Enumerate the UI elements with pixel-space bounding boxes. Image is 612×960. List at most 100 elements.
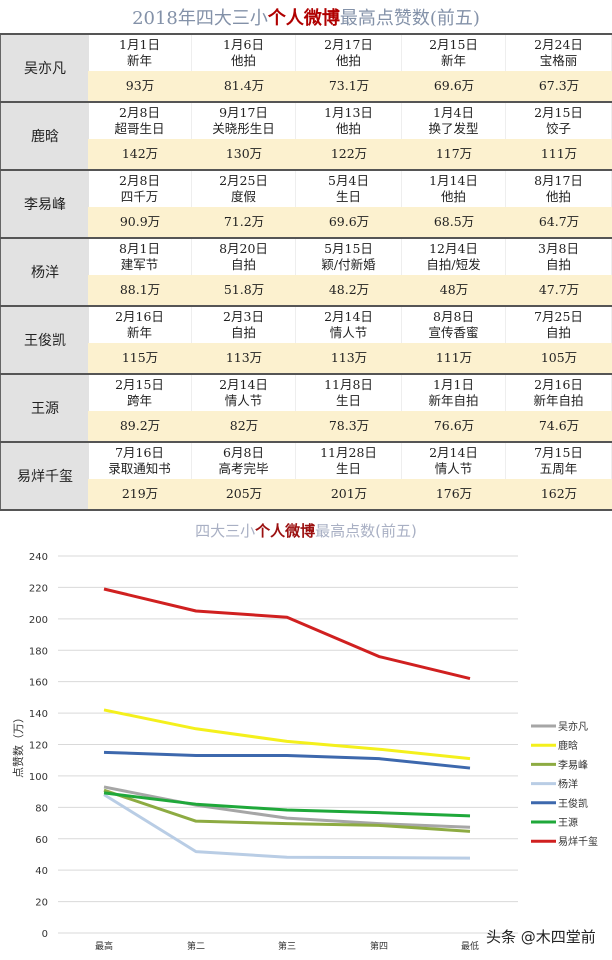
x-tick-label: 第四 bbox=[370, 940, 388, 952]
post-date: 1月13日 bbox=[324, 105, 373, 120]
title-pre: 2018年四大三小 bbox=[132, 8, 268, 29]
post-cell: 7月15日 五周年 162万 bbox=[506, 443, 612, 509]
post-event: 新年自拍 bbox=[428, 393, 479, 408]
post-event: 自拍/短发 bbox=[426, 257, 481, 272]
post-event: 换了发型 bbox=[428, 121, 479, 136]
post-cell: 6月8日 高考完毕 205万 bbox=[192, 443, 296, 509]
legend-label: 王源 bbox=[558, 816, 578, 829]
post-likes: 219万 bbox=[88, 479, 192, 509]
post-cell: 12月4日 自拍/短发 48万 bbox=[402, 239, 506, 305]
chart-title: 四大三小个人微博最高点数(前五) bbox=[0, 520, 612, 541]
star-name: 吴亦凡 bbox=[0, 35, 89, 101]
line-chart: 0 20 40 60 80 100 120 140 160 180 200 220 240 最高 第二 第三 第… bbox=[12, 552, 598, 952]
post-date: 11月28日 bbox=[320, 445, 377, 460]
post-date: 2月14日 bbox=[324, 309, 373, 324]
table-row: 吴亦凡 1月1日 新年 93万 1月6日 他拍 81.4万 2月17日 他拍 73.1… bbox=[0, 35, 612, 103]
post-event: 他拍 bbox=[335, 121, 361, 136]
post-cell: 1月1日 新年自拍 76.6万 bbox=[402, 375, 506, 441]
post-cell: 8月8日 宣传香蜜 111万 bbox=[402, 307, 506, 373]
y-tick-label: 20 bbox=[35, 898, 48, 909]
post-date: 2月14日 bbox=[219, 377, 268, 392]
post-likes: 115万 bbox=[88, 343, 192, 373]
title-highlight: 个人微博 bbox=[267, 8, 340, 29]
post-date: 5月15日 bbox=[324, 241, 373, 256]
post-cell: 2月16日 新年 115万 bbox=[88, 307, 192, 373]
post-cell: 2月24日 宝格丽 67.3万 bbox=[506, 35, 612, 101]
post-likes: 122万 bbox=[296, 139, 402, 169]
post-event: 新年 bbox=[126, 53, 152, 68]
post-event: 生日 bbox=[335, 189, 361, 204]
post-date: 5月4日 bbox=[328, 173, 369, 188]
post-cell: 2月15日 饺子 111万 bbox=[506, 103, 612, 169]
post-date: 2月24日 bbox=[534, 37, 583, 52]
post-date: 3月8日 bbox=[538, 241, 579, 256]
post-date: 8月8日 bbox=[433, 309, 474, 324]
post-date: 2月15日 bbox=[429, 37, 478, 52]
y-tick-label: 140 bbox=[29, 709, 48, 720]
post-event: 情人节 bbox=[329, 325, 368, 340]
post-likes: 93万 bbox=[88, 71, 192, 101]
post-event: 五周年 bbox=[539, 461, 578, 476]
post-date: 2月15日 bbox=[115, 377, 164, 392]
y-tick-label: 220 bbox=[29, 583, 48, 594]
post-cell: 1月1日 新年 93万 bbox=[88, 35, 192, 101]
post-likes: 205万 bbox=[192, 479, 296, 509]
post-date: 1月6日 bbox=[223, 37, 264, 52]
star-name: 鹿晗 bbox=[0, 103, 89, 169]
post-event: 度假 bbox=[230, 189, 256, 204]
x-tick-label: 最高 bbox=[95, 940, 113, 952]
legend-label: 王俊凯 bbox=[558, 797, 588, 810]
y-tick-label: 160 bbox=[29, 678, 48, 689]
post-cell: 7月25日 自拍 105万 bbox=[506, 307, 612, 373]
post-likes: 89.2万 bbox=[88, 411, 192, 441]
post-date: 2月15日 bbox=[534, 105, 583, 120]
post-event: 他拍 bbox=[440, 189, 466, 204]
post-date: 2月8日 bbox=[119, 105, 160, 120]
series-line-王俊凯 bbox=[103, 750, 471, 770]
post-cell: 11月8日 生日 78.3万 bbox=[296, 375, 402, 441]
legend-label: 鹿晗 bbox=[558, 739, 578, 752]
post-event: 自拍 bbox=[230, 325, 256, 340]
chart-title-pre: 四大三小 bbox=[195, 522, 256, 540]
post-event: 生日 bbox=[335, 461, 361, 476]
table-row: 李易峰 2月8日 四千万 90.9万 2月25日 度假 71.2万 5月4日 生日 6… bbox=[0, 171, 612, 239]
table-row: 易烊千玺 7月16日 录取通知书 219万 6月8日 高考完毕 205万 11月28… bbox=[0, 443, 612, 511]
post-event: 自拍 bbox=[545, 257, 571, 272]
post-date: 7月15日 bbox=[534, 445, 583, 460]
y-tick-label: 40 bbox=[35, 866, 48, 877]
post-date: 1月4日 bbox=[433, 105, 474, 120]
post-cell: 2月16日 新年自拍 74.6万 bbox=[506, 375, 612, 441]
table-row: 王源 2月15日 跨年 89.2万 2月14日 情人节 82万 11月8日 生日 78… bbox=[0, 375, 612, 443]
legend-label: 易烊千玺 bbox=[558, 835, 598, 848]
legend-label: 吴亦凡 bbox=[558, 720, 588, 733]
post-likes: 201万 bbox=[296, 479, 402, 509]
post-likes: 82万 bbox=[192, 411, 296, 441]
post-likes: 162万 bbox=[506, 479, 612, 509]
post-cell: 2月15日 新年 69.6万 bbox=[402, 35, 506, 101]
post-cell: 1月14日 他拍 68.5万 bbox=[402, 171, 506, 237]
star-name: 李易峰 bbox=[0, 171, 89, 237]
post-likes: 73.1万 bbox=[296, 71, 402, 101]
y-tick-label: 200 bbox=[29, 615, 48, 626]
post-likes: 68.5万 bbox=[402, 207, 506, 237]
post-event: 录取通知书 bbox=[108, 461, 171, 476]
post-likes: 48万 bbox=[402, 275, 506, 305]
post-likes: 64.7万 bbox=[506, 207, 612, 237]
post-event: 自拍 bbox=[230, 257, 256, 272]
star-name: 王俊凯 bbox=[0, 307, 89, 373]
post-likes: 88.1万 bbox=[88, 275, 192, 305]
post-date: 2月16日 bbox=[115, 309, 164, 324]
post-event: 超哥生日 bbox=[114, 121, 165, 136]
y-axis-label: 点赞数（万） bbox=[12, 712, 25, 778]
post-event: 饺子 bbox=[545, 121, 571, 136]
y-tick-label: 180 bbox=[29, 646, 48, 657]
post-date: 6月8日 bbox=[223, 445, 264, 460]
post-cell: 5月15日 颖/付新婚 48.2万 bbox=[296, 239, 402, 305]
post-likes: 47.7万 bbox=[506, 275, 612, 305]
post-likes: 74.6万 bbox=[506, 411, 612, 441]
chart-title-post: 最高点数(前五) bbox=[315, 522, 417, 540]
post-likes: 76.6万 bbox=[402, 411, 506, 441]
post-cell: 2月25日 度假 71.2万 bbox=[192, 171, 296, 237]
post-event: 高考完毕 bbox=[218, 461, 269, 476]
post-cell: 5月4日 生日 69.6万 bbox=[296, 171, 402, 237]
